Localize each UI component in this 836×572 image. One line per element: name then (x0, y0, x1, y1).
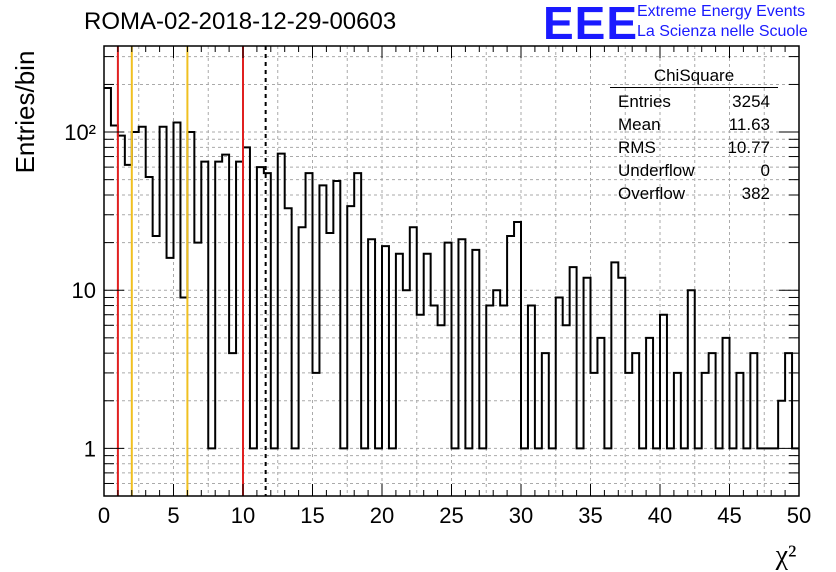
eee-logo: EEE (543, 0, 639, 49)
histogram-bin (709, 353, 716, 496)
histogram-bin (257, 167, 264, 496)
x-tick-label: 50 (787, 503, 811, 528)
stats-row: Entries 3254 (610, 90, 778, 113)
histogram-bin (201, 162, 208, 496)
histogram-bin (306, 173, 313, 496)
x-tick-label: 10 (231, 503, 255, 528)
stats-row: Overflow 382 (610, 182, 778, 205)
histogram-bin (597, 338, 604, 496)
histogram-bin (660, 315, 667, 496)
histogram-bin (167, 258, 174, 496)
logo-line-1: Extreme Energy Events (637, 3, 806, 20)
histogram-bin (319, 185, 326, 496)
histogram-bin (458, 239, 465, 496)
x-tick-label: 30 (509, 503, 533, 528)
histogram-bin (174, 122, 181, 496)
histogram-bin (542, 353, 549, 496)
histogram-bin (313, 373, 320, 496)
histogram-bin (382, 246, 389, 496)
histogram-bin (417, 315, 424, 496)
x-tick-label: 35 (578, 503, 602, 528)
histogram-bin (750, 353, 757, 496)
x-tick-label: 0 (98, 503, 110, 528)
x-tick-label: 20 (370, 503, 394, 528)
histogram-bin (438, 325, 445, 496)
y-axis-label: Entries/bin (10, 51, 40, 174)
x-tick-label: 5 (167, 503, 179, 528)
stats-label: Underflow (618, 161, 695, 180)
histogram-bin (285, 208, 292, 496)
stats-value: 3254 (732, 92, 770, 111)
stats-row: Underflow 0 (610, 159, 778, 182)
histogram-bin (625, 373, 632, 496)
histogram-bin (632, 353, 639, 496)
histogram-bin (160, 127, 167, 496)
logo-line-2: La Scienza nelle Scuole (637, 23, 808, 40)
histogram-bin (688, 290, 695, 496)
histogram-bin (785, 353, 792, 496)
stats-label: Overflow (618, 184, 686, 203)
histogram-bin (507, 236, 514, 496)
histogram-bin (354, 173, 361, 496)
histogram-bin (194, 243, 201, 496)
stats-row: Mean 11.63 (610, 113, 778, 136)
histogram-bin (723, 338, 730, 496)
histogram-bin (514, 222, 521, 496)
histogram-bin (187, 132, 194, 496)
stats-label: Mean (618, 115, 661, 134)
run-title: ROMA-02-2018-12-29-00603 (84, 8, 397, 35)
histogram-bin (236, 162, 243, 496)
histogram-bin (139, 127, 146, 496)
x-tick-label: 25 (439, 503, 463, 528)
stats-label: Entries (618, 92, 671, 111)
axes: 0 5 10 15 20 25 30 35 40 45 50 1 10 10² (64, 46, 811, 528)
stats-value: 10.77 (727, 138, 770, 157)
histogram-bin (368, 239, 375, 496)
stats-value: 382 (741, 184, 770, 203)
histogram-bin (563, 325, 570, 496)
x-tick-label: 45 (717, 503, 741, 528)
histogram-bin (215, 162, 222, 496)
histogram-bin (570, 267, 577, 496)
histogram-bin (702, 373, 709, 496)
y-tick-label: 10 (72, 278, 96, 303)
x-axis-label: χ² (775, 540, 797, 571)
stats-title: ChiSquare (610, 66, 778, 88)
x-tick-label: 15 (300, 503, 324, 528)
stats-value: 11.63 (728, 115, 770, 134)
histogram-bin (132, 132, 139, 496)
stats-row: RMS 10.77 (610, 136, 778, 159)
histogram (104, 86, 799, 496)
histogram-bin (646, 338, 653, 496)
histogram-bin (243, 147, 250, 496)
histogram-outline (104, 86, 799, 450)
histogram-bin (736, 373, 743, 496)
histogram-bin (326, 233, 333, 496)
stats-value: 0 (760, 161, 770, 180)
histogram-bin (180, 297, 187, 496)
histogram-bin (403, 290, 410, 496)
histogram-bin (111, 126, 118, 496)
histogram-bin (493, 290, 500, 496)
histogram-bin (556, 297, 563, 496)
grid (104, 46, 799, 496)
stats-label: RMS (618, 138, 656, 157)
histogram-bin (118, 136, 125, 496)
y-tick-label: 10² (64, 120, 96, 145)
histogram-bin (674, 373, 681, 496)
histogram-bin (104, 88, 111, 496)
histogram-bin (347, 206, 354, 496)
histogram-bin (229, 353, 236, 496)
x-tick-label: 40 (648, 503, 672, 528)
threshold-lines (116, 46, 267, 496)
y-tick-label: 1 (84, 436, 96, 461)
histogram-bin (591, 373, 598, 496)
stats-box: ChiSquare Entries 3254 Mean 11.63 RMS 10… (610, 66, 778, 205)
histogram-bin (153, 236, 160, 496)
histogram-bin (445, 243, 452, 496)
